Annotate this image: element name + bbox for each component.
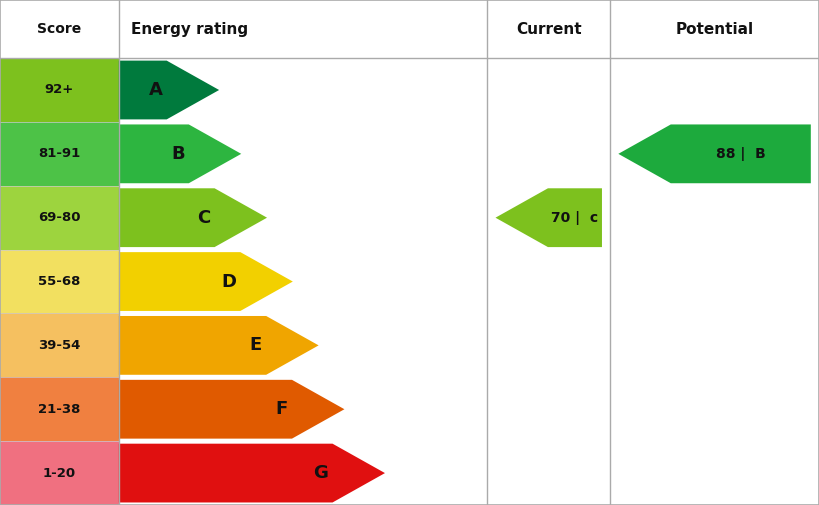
Text: 69-80: 69-80 xyxy=(38,211,80,224)
Text: Potential: Potential xyxy=(676,22,753,36)
Text: 21-38: 21-38 xyxy=(38,402,80,416)
Bar xyxy=(0,122,119,186)
Bar xyxy=(0,377,119,441)
Text: A: A xyxy=(149,81,162,99)
Text: F: F xyxy=(276,400,288,418)
Text: C: C xyxy=(197,209,210,227)
Polygon shape xyxy=(119,444,385,502)
Text: B: B xyxy=(171,145,184,163)
Polygon shape xyxy=(119,316,319,375)
Text: 92+: 92+ xyxy=(45,83,74,96)
Text: Score: Score xyxy=(37,22,82,36)
Text: 88 |  B: 88 | B xyxy=(716,147,766,161)
Bar xyxy=(0,314,119,377)
Text: 81-91: 81-91 xyxy=(38,147,80,161)
Text: 1-20: 1-20 xyxy=(43,467,76,480)
Polygon shape xyxy=(119,61,219,119)
Bar xyxy=(0,58,119,122)
Text: G: G xyxy=(314,464,328,482)
Polygon shape xyxy=(119,124,242,183)
Polygon shape xyxy=(119,188,267,247)
Bar xyxy=(0,186,119,249)
Polygon shape xyxy=(119,252,293,311)
Bar xyxy=(0,441,119,505)
Polygon shape xyxy=(119,380,345,439)
Text: 39-54: 39-54 xyxy=(38,339,80,352)
Text: D: D xyxy=(221,273,236,290)
Text: 70 |  c: 70 | c xyxy=(551,211,599,225)
Text: 55-68: 55-68 xyxy=(38,275,80,288)
Text: Current: Current xyxy=(516,22,581,36)
Polygon shape xyxy=(618,124,811,183)
Polygon shape xyxy=(495,188,602,247)
Bar xyxy=(0,249,119,314)
Text: Energy rating: Energy rating xyxy=(131,22,248,36)
Bar xyxy=(0,0,819,58)
Text: E: E xyxy=(250,336,262,355)
